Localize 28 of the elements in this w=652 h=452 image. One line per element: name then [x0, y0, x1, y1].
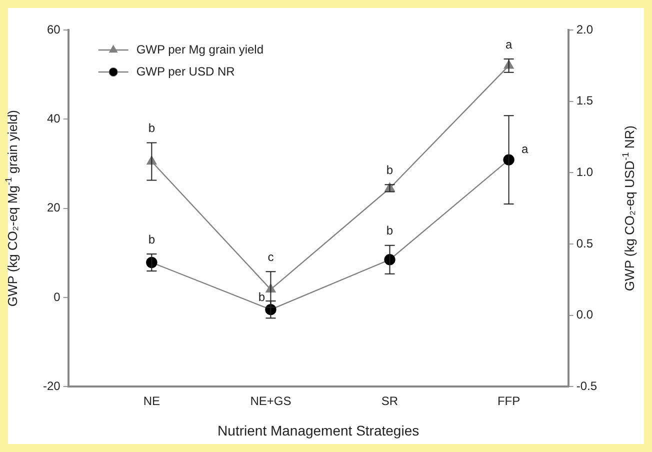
data-label: c: [268, 250, 274, 264]
y2-tick-label: 0.5: [576, 236, 594, 250]
legend-label: GWP per USD NR: [136, 64, 236, 78]
x-tick-label: NE+GS: [250, 394, 292, 408]
data-label: b: [386, 162, 394, 177]
y2-tick-label: 1.0: [576, 164, 594, 179]
data-label: b: [258, 290, 266, 304]
x-tick-label: FFP: [497, 394, 520, 408]
data-label: a: [505, 37, 512, 52]
y-tick-label: 40: [46, 111, 61, 126]
data-label: b: [386, 224, 394, 238]
y-tick-label: -20: [43, 378, 61, 393]
y-tick-label: 60: [46, 22, 61, 36]
data-label: a: [521, 142, 528, 156]
x-tick-label: NE: [143, 394, 160, 408]
x-tick-label: SR: [381, 394, 398, 408]
y2-tick-label: 2.0: [576, 22, 594, 36]
y-axis-title: GWP (kg CO₂-eq Mg-1 grain yield): [3, 110, 20, 307]
data-label: b: [148, 121, 156, 136]
y2-tick-label: 0.0: [576, 308, 594, 322]
y2-tick-label: -0.5: [576, 378, 598, 393]
y2-tick-label: 1.5: [576, 94, 594, 108]
x-axis-title: Nutrient Management Strategies: [218, 422, 420, 438]
y-tick-label: 20: [46, 200, 61, 215]
y2-axis-title: GWP (kg CO₂-eq USD-1 NR): [620, 126, 637, 292]
legend-label: GWP per Mg grain yield: [136, 42, 264, 56]
data-label: b: [148, 232, 156, 246]
y-tick-label: 0: [54, 290, 61, 304]
